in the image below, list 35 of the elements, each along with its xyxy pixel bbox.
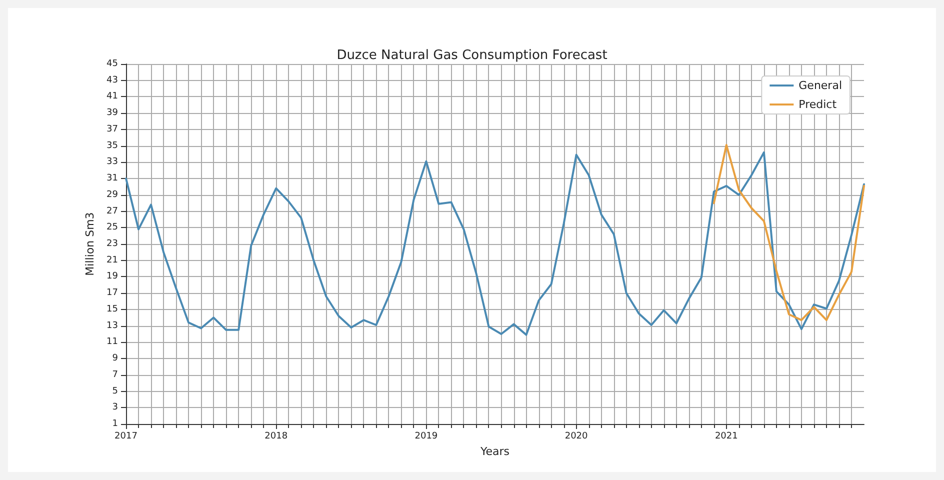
y-tick-label: 1 bbox=[112, 419, 118, 429]
y-tick-label: 15 bbox=[106, 304, 118, 314]
y-tick-label: 41 bbox=[106, 92, 118, 102]
x-axis-title: Years bbox=[479, 445, 510, 458]
line-series bbox=[125, 151, 865, 336]
x-tick-label: 2020 bbox=[564, 432, 588, 442]
x-tick-label: 2018 bbox=[264, 432, 288, 442]
y-tick-label: 27 bbox=[106, 206, 118, 216]
y-tick-label: 33 bbox=[106, 157, 118, 168]
y-tick-label: 29 bbox=[106, 190, 118, 200]
y-axis-title: Million Sm3 bbox=[84, 212, 97, 276]
y-tick-label: 9 bbox=[112, 354, 118, 364]
y-tick-label: 45 bbox=[106, 59, 118, 69]
x-tick-label: 2021 bbox=[714, 432, 738, 442]
y-tick-label: 13 bbox=[106, 320, 118, 331]
y-tick-label: 3 bbox=[112, 402, 118, 413]
legend-label: General bbox=[798, 79, 842, 92]
y-tick-label: 23 bbox=[106, 239, 118, 249]
y-tick-label: 25 bbox=[106, 222, 118, 233]
y-tick-label: 39 bbox=[106, 108, 118, 118]
y-tick-label: 7 bbox=[112, 370, 118, 380]
y-tick-label: 31 bbox=[106, 174, 118, 184]
y-tick-label: 5 bbox=[112, 386, 118, 396]
y-tick-label: 37 bbox=[106, 124, 118, 134]
x-tick-label: 2017 bbox=[114, 432, 138, 442]
y-tick-label: 11 bbox=[106, 337, 118, 348]
legend-label: Predict bbox=[798, 98, 838, 111]
y-tick-label: 35 bbox=[106, 140, 118, 151]
line-series bbox=[712, 144, 865, 322]
x-tick-label: 2019 bbox=[414, 432, 438, 442]
y-tick-label: 17 bbox=[106, 288, 118, 298]
y-tick-label: 19 bbox=[106, 272, 118, 282]
y-tick-label: 21 bbox=[106, 255, 118, 266]
y-tick-label: 43 bbox=[106, 75, 118, 86]
chart-title: Duzce Natural Gas Consumption Forecast bbox=[336, 48, 608, 63]
